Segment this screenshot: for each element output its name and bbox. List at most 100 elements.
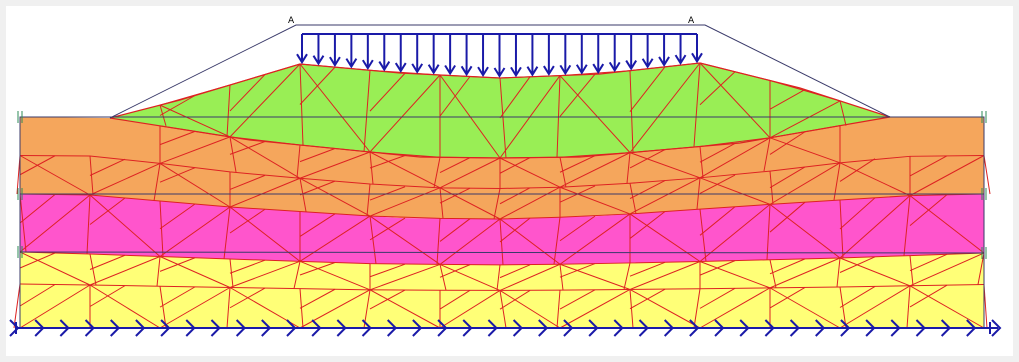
fixity-chevron bbox=[588, 319, 599, 337]
fixity-chevron bbox=[890, 319, 901, 337]
mesh-edge bbox=[766, 204, 771, 260]
mesh-edge bbox=[439, 289, 471, 310]
mesh-edge bbox=[299, 66, 336, 105]
mesh-edge bbox=[229, 141, 266, 155]
fixity-chevron bbox=[462, 319, 473, 337]
fixity-chevron bbox=[160, 319, 171, 337]
fixity-chevron bbox=[185, 319, 196, 337]
distributed-load[interactable] bbox=[296, 33, 703, 78]
mesh-edge bbox=[439, 263, 501, 291]
mesh-edge bbox=[153, 163, 161, 202]
fixity-chevron bbox=[966, 319, 977, 337]
mesh-edge bbox=[839, 195, 911, 259]
mesh-edge bbox=[499, 218, 561, 265]
mesh-edge bbox=[769, 137, 841, 164]
mesh-edge bbox=[553, 217, 561, 265]
mesh-edge bbox=[699, 142, 736, 163]
load-arrow-head bbox=[345, 58, 358, 69]
mesh-edge bbox=[159, 206, 231, 257]
mesh-edge bbox=[559, 264, 564, 291]
mesh-edge bbox=[159, 286, 196, 308]
mesh-edge bbox=[839, 197, 876, 230]
mesh-edge bbox=[439, 187, 471, 204]
mesh-edge bbox=[159, 130, 196, 146]
mesh-edge bbox=[89, 253, 97, 286]
load-arrow-head bbox=[329, 56, 341, 68]
mesh-edge bbox=[366, 183, 371, 217]
mesh-edge bbox=[159, 167, 196, 183]
load-arrow-head bbox=[625, 60, 638, 71]
mesh-edge bbox=[629, 183, 637, 215]
fixity-chevron bbox=[361, 319, 372, 337]
mesh-edge bbox=[499, 263, 561, 291]
mesh-edge bbox=[559, 263, 596, 278]
mesh-edge bbox=[499, 76, 531, 119]
mesh-edge bbox=[299, 262, 336, 276]
mesh-edge bbox=[496, 264, 501, 291]
mesh-edge bbox=[629, 180, 666, 200]
mesh-edge bbox=[296, 144, 301, 179]
mesh-edge bbox=[369, 263, 406, 278]
mesh-edge bbox=[436, 218, 441, 265]
mesh-edge bbox=[159, 105, 167, 126]
mesh-edge bbox=[699, 62, 771, 139]
mesh-edge bbox=[19, 155, 91, 196]
fixity-chevron bbox=[815, 319, 826, 337]
mesh-edge bbox=[369, 74, 441, 153]
mesh-edge bbox=[499, 186, 561, 220]
bottom-fixities[interactable] bbox=[9, 319, 1002, 337]
mesh-edge bbox=[769, 89, 806, 110]
mesh-edge bbox=[769, 287, 806, 309]
load-envelope-line bbox=[109, 24, 891, 119]
mesh-edge bbox=[629, 213, 701, 262]
mesh-edge bbox=[369, 263, 441, 291]
fixity-chevron bbox=[915, 319, 926, 337]
mesh-edge bbox=[499, 77, 507, 159]
fixity-chevron bbox=[110, 319, 121, 337]
mesh-edge bbox=[229, 136, 301, 179]
mesh-edge bbox=[559, 215, 596, 242]
fixity-chevron bbox=[286, 319, 297, 337]
load-arrow-head bbox=[378, 61, 391, 72]
fixity-chevron bbox=[840, 319, 851, 337]
load-arrow-head bbox=[296, 53, 308, 65]
mesh-edge bbox=[699, 261, 771, 289]
mesh-edge bbox=[629, 152, 701, 179]
mesh-edge bbox=[499, 290, 561, 329]
fixity-chevron bbox=[336, 319, 347, 337]
load-arrow-head bbox=[361, 59, 374, 70]
fixity-chevron bbox=[613, 319, 624, 337]
mesh-edge bbox=[159, 286, 167, 329]
fixity-chevron bbox=[638, 319, 649, 337]
mesh-edge bbox=[559, 75, 631, 153]
mesh-edge bbox=[699, 71, 736, 106]
mesh-edge bbox=[559, 289, 596, 310]
mesh-edge bbox=[696, 177, 701, 210]
mesh-edge bbox=[839, 100, 847, 126]
mesh-edge bbox=[499, 289, 531, 310]
mesh-edge bbox=[439, 187, 444, 219]
mesh-edge bbox=[439, 218, 501, 265]
mesh-edge bbox=[19, 155, 56, 176]
mesh-edge bbox=[19, 284, 56, 307]
mesh-edge bbox=[369, 72, 406, 112]
mesh-edge bbox=[299, 151, 371, 179]
mesh-edge bbox=[369, 217, 406, 241]
mesh-edge bbox=[369, 289, 441, 329]
mesh-edge bbox=[769, 131, 806, 155]
load-arrow-head bbox=[674, 54, 687, 66]
mesh-edge bbox=[699, 287, 736, 309]
mesh-edge bbox=[156, 256, 161, 287]
mesh-edge bbox=[839, 158, 876, 182]
load-arrow-head bbox=[575, 64, 588, 75]
mesh-edge bbox=[769, 166, 806, 189]
mesh-edge bbox=[159, 136, 231, 164]
load-arrow-head bbox=[543, 65, 555, 76]
load-arrow-head bbox=[559, 64, 572, 76]
mesh-edge bbox=[299, 177, 371, 217]
geometry-points bbox=[17, 111, 987, 259]
mesh-edge bbox=[556, 75, 561, 158]
fixity-chevron bbox=[865, 319, 876, 337]
